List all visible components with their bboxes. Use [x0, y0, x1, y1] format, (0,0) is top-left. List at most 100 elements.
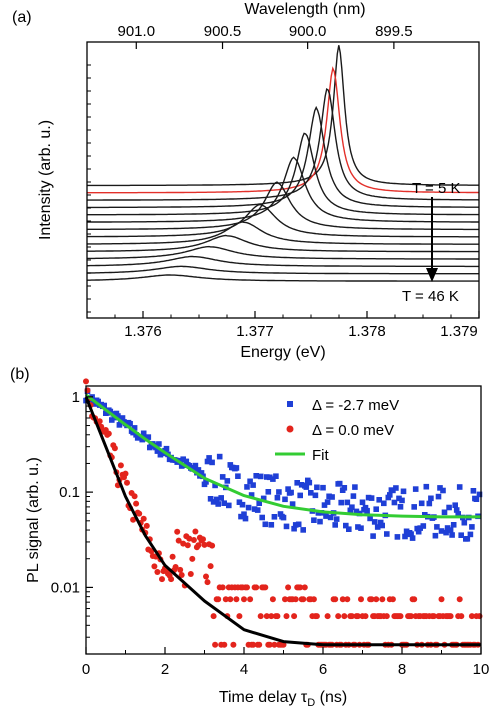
data-point-blue	[344, 499, 351, 506]
data-point-red	[236, 613, 243, 620]
data-point-blue	[441, 509, 448, 516]
data-point-red	[344, 596, 351, 603]
data-point-blue	[456, 484, 463, 490]
data-point-blue	[376, 497, 382, 503]
pl-axis-title: PL signal (arb. u.)	[25, 457, 42, 583]
data-point-red	[291, 613, 298, 620]
time-axis-ticks: 0 2 4 6 8 10	[82, 647, 490, 678]
data-point-blue	[365, 494, 372, 501]
data-point-blue	[233, 465, 240, 471]
top-tick-label: 900.5	[204, 23, 242, 40]
spectrum-line	[87, 203, 479, 238]
intensity-axis-ticks	[87, 64, 91, 313]
data-point-red	[203, 573, 209, 580]
data-point-blue	[473, 496, 480, 502]
scatter-points	[83, 378, 483, 648]
data-point-blue	[271, 514, 278, 520]
data-point-red	[268, 613, 275, 620]
data-point-red	[122, 470, 129, 477]
energy-tick-label: 1.377	[236, 323, 274, 340]
data-point-blue	[264, 474, 270, 480]
data-point-red	[438, 596, 445, 603]
data-point-blue	[192, 462, 199, 469]
data-point-red	[222, 596, 229, 603]
data-point-blue	[320, 484, 326, 491]
data-point-blue	[321, 502, 328, 508]
data-point-red	[339, 596, 346, 603]
data-point-red	[358, 596, 364, 603]
data-point-blue	[250, 482, 256, 488]
energy-axis-title: Energy (eV)	[240, 344, 325, 361]
data-point-blue	[247, 478, 253, 485]
data-point-red	[373, 596, 380, 603]
spectrum-line	[87, 221, 479, 245]
data-point-blue	[426, 500, 433, 507]
data-point-blue	[87, 398, 94, 405]
data-point-blue	[306, 479, 313, 486]
data-point-blue	[139, 436, 145, 443]
data-point-red	[335, 613, 342, 620]
spectrum-line	[87, 265, 479, 275]
data-point-red	[256, 641, 263, 648]
data-point-blue	[332, 522, 338, 528]
data-point-red	[456, 596, 463, 603]
panel-a-label: (a)	[12, 9, 32, 26]
spectrum-line	[87, 87, 480, 201]
data-point-blue	[447, 527, 454, 533]
data-point-red	[301, 584, 308, 591]
data-point-blue	[409, 535, 416, 541]
data-point-blue	[418, 500, 425, 507]
data-point-blue	[218, 495, 224, 501]
data-point-blue	[236, 499, 243, 505]
data-point-blue	[183, 458, 190, 465]
data-point-red	[172, 564, 179, 570]
data-point-blue	[314, 484, 320, 491]
time-tick-label: 10	[473, 661, 490, 678]
annotation-end-temp: T = 46 K	[402, 288, 459, 305]
data-point-blue	[455, 511, 461, 517]
data-point-blue	[221, 500, 227, 506]
spectra-group	[86, 45, 480, 282]
data-point-red	[230, 641, 237, 648]
data-point-blue	[400, 488, 407, 495]
data-point-blue	[262, 521, 269, 528]
data-point-red	[187, 571, 194, 577]
fit-line-black	[84, 396, 481, 647]
data-point-blue	[204, 458, 211, 465]
spectrum-line	[87, 45, 479, 187]
data-point-blue	[458, 532, 464, 538]
data-point-red	[169, 553, 176, 560]
data-point-blue	[115, 413, 121, 419]
data-point-blue	[282, 496, 288, 503]
data-point-blue	[329, 494, 335, 500]
data-point-blue	[289, 501, 296, 507]
legend-marker-red	[286, 425, 294, 433]
data-point-red	[271, 641, 278, 648]
data-point-red	[300, 596, 307, 603]
data-point-red	[282, 596, 288, 603]
spectrum-line	[87, 156, 479, 223]
data-point-red	[297, 584, 304, 591]
data-point-blue	[437, 485, 443, 491]
data-point-red	[130, 516, 137, 523]
spectrum-line	[87, 132, 479, 216]
top-tick-label: 899.5	[375, 23, 413, 40]
data-point-red	[468, 613, 475, 620]
data-point-blue	[216, 453, 223, 460]
data-point-blue	[274, 494, 281, 501]
data-point-blue	[408, 531, 414, 537]
data-point-blue	[394, 534, 401, 540]
data-point-blue	[300, 527, 306, 533]
data-point-red	[175, 537, 182, 544]
panel-b: (b) 0 2 4 6 8 10 10.10.01 Time delay τD (ns) …	[10, 366, 489, 709]
legend: Δ = -2.7 meV Δ = 0.0 meV Fit	[275, 397, 399, 464]
energy-axis-ticks: 1.376 1.377 1.378 1.379	[86, 311, 480, 340]
data-point-red	[111, 445, 118, 452]
data-point-red	[178, 572, 185, 578]
data-point-blue	[364, 507, 370, 514]
data-point-blue	[312, 492, 319, 499]
data-point-blue	[317, 518, 323, 525]
data-point-red	[140, 515, 147, 522]
data-point-blue	[450, 522, 457, 528]
data-point-red	[389, 596, 396, 603]
